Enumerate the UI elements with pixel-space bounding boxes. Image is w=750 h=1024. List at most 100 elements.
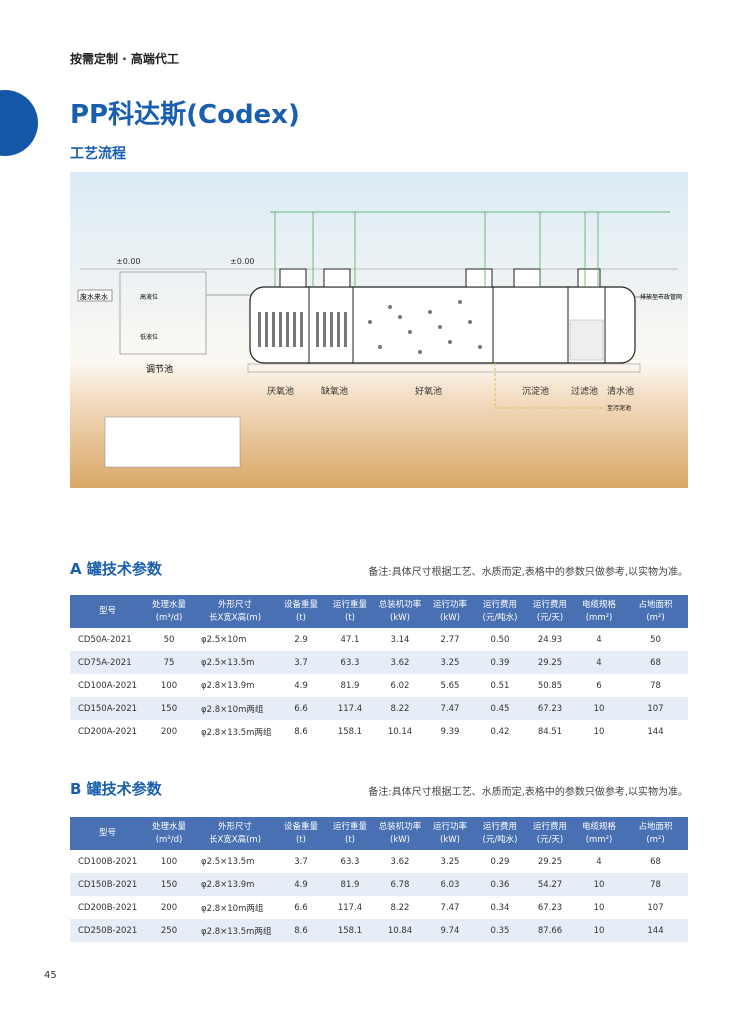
table-cell: 29.25: [525, 651, 575, 674]
table-cell: 0.45: [475, 697, 525, 720]
table-cell: 84.51: [537, 726, 563, 737]
column-header: 运行费用 (元/吨水): [475, 595, 525, 628]
decorative-circle: [0, 90, 38, 156]
table-cell: CD150B-2021: [70, 873, 145, 896]
table-cell: 78: [650, 680, 661, 691]
table-cell: 0.35: [475, 919, 525, 942]
table-cell: 158.1: [337, 726, 363, 737]
anoxic-label: 缺氧池: [321, 385, 348, 397]
table-cell: φ2.8×13.5m两组: [201, 727, 272, 738]
table-cell: 4: [596, 856, 602, 867]
table-cell: 4: [575, 651, 623, 674]
column-header: 设备重量 (t): [277, 595, 325, 628]
table-row: CD75A-2021 75 φ2.5×13.5m 3.7 63.3 3.62 3.25 0.3…: [70, 651, 688, 674]
table-cell: 3.14: [390, 634, 410, 645]
table-cell: 87.66: [525, 919, 575, 942]
table-cell: 107: [623, 697, 688, 720]
table-cell: 67.23: [537, 902, 563, 913]
table-b: 型号 处理水量 (m³/d) 外形尺寸 长X宽X高(m) 设备重量 (t) 运行重量 (t) 总装…: [70, 817, 688, 942]
table-header: 型号 处理水量 (m³/d) 外形尺寸 长X宽X高(m) 设备重量 (t) 运行重量 (t) 总装…: [70, 817, 688, 850]
table-row: CD200B-2021 200 φ2.8×10m两组 6.6 117.4 8.22 7.47…: [70, 896, 688, 919]
column-header: 运行重量 (t): [325, 595, 375, 628]
table-row: CD200A-2021 200 φ2.8×13.5m两组 8.6 158.1 10.14 9…: [70, 720, 688, 743]
table-cell: 67.23: [525, 697, 575, 720]
table-header: 型号 处理水量 (m³/d) 外形尺寸 长X宽X高(m) 设备重量 (t) 运行重量 (t) 总装…: [70, 595, 688, 628]
regulating-tank: [119, 271, 207, 355]
table-cell: CD200A-2021: [78, 726, 138, 737]
table-cell: 3.62: [375, 651, 425, 674]
table-cell: 63.3: [340, 856, 360, 867]
column-header: 处理水量 (m³/d): [145, 595, 193, 628]
table-cell: 4: [596, 634, 602, 645]
column-header: 电缆规格 (mm²): [575, 817, 623, 850]
table-cell: 100: [160, 856, 178, 867]
table-cell: CD75A-2021: [70, 651, 145, 674]
table-cell: 0.29: [490, 856, 510, 867]
column-header: 占地面积 (m²): [623, 595, 688, 628]
table-cell: 50: [163, 634, 175, 645]
table-row: CD150A-2021 150 φ2.8×10m两组 6.6 117.4 8.22 7.47…: [70, 697, 688, 720]
column-header: 运行费用 (元/天): [525, 595, 575, 628]
high-level-label: 高液位: [140, 293, 158, 301]
table-cell: 0.51: [490, 680, 510, 691]
table-cell: 10.14: [387, 726, 413, 737]
table-cell: 29.25: [537, 856, 563, 867]
table-cell: φ2.8×10m两组: [201, 903, 264, 914]
table-cell: 0.50: [490, 634, 510, 645]
level-mark-1: ±0.00: [116, 257, 141, 266]
table-cell: 0.42: [490, 726, 510, 737]
table-cell: 6.6: [294, 902, 308, 913]
table-cell: 8.6: [277, 919, 325, 942]
discharge-label: 排放至市政管网: [640, 293, 682, 301]
column-header: 型号: [70, 817, 145, 850]
table-cell: 50.85: [537, 680, 563, 691]
table-cell: CD100A-2021: [78, 680, 138, 691]
table-cell: 6.78: [375, 873, 425, 896]
anaerobic-label: 厌氧池: [267, 385, 294, 397]
column-header: 总装机功率 (kW): [375, 595, 425, 628]
table-cell: 10: [593, 726, 605, 737]
column-header: 电缆规格 (mm²): [575, 595, 623, 628]
table-cell: 10: [575, 919, 623, 942]
table-cell: φ2.8×13.9m: [201, 680, 255, 691]
table-cell: 158.1: [325, 919, 375, 942]
table-cell: 150: [145, 697, 193, 720]
table-cell: 150: [145, 873, 193, 896]
table-cell: 63.3: [325, 651, 375, 674]
table-cell: 7.47: [425, 697, 475, 720]
table-b-note: 备注:具体尺寸根据工艺、水质而定,表格中的参数只做参考,以实物为准。: [368, 787, 688, 798]
table-cell: 200: [160, 902, 178, 913]
table-row: CD100B-2021 100 φ2.5×13.5m 3.7 63.3 3.62 3.25 0…: [70, 850, 688, 873]
table-cell: 68: [650, 856, 661, 867]
table-cell: 2.77: [440, 634, 460, 645]
table-cell: 54.27: [525, 873, 575, 896]
table-cell: 10.84: [375, 919, 425, 942]
filter-label: 过滤池: [571, 385, 598, 397]
table-cell: 47.1: [340, 634, 360, 645]
table-a: 型号 处理水量 (m³/d) 外形尺寸 长X宽X高(m) 设备重量 (t) 运行重量 (t) 总装…: [70, 595, 688, 743]
table-cell: 8.22: [375, 697, 425, 720]
table-cell: 117.4: [325, 697, 375, 720]
table-cell: CD50A-2021: [78, 634, 132, 645]
table-cell: 0.39: [475, 651, 525, 674]
sedimentation-label: 沉淀池: [522, 385, 549, 397]
table-cell: 3.25: [425, 651, 475, 674]
column-header: 型号: [70, 595, 145, 628]
column-header: 外形尺寸 长X宽X高(m): [193, 595, 277, 628]
table-cell: 68: [623, 651, 688, 674]
table-cell: 9.74: [425, 919, 475, 942]
table-cell: 117.4: [337, 902, 363, 913]
table-row: CD100A-2021 100 φ2.8×13.9m 4.9 81.9 6.02 5.65 0…: [70, 674, 688, 697]
legend-table: [104, 416, 241, 468]
table-cell: CD250B-2021: [70, 919, 145, 942]
table-cell: 250: [145, 919, 193, 942]
column-header: 处理水量 (m³/d): [145, 817, 193, 850]
table-cell: 9.39: [440, 726, 460, 737]
table-cell: 0.34: [490, 902, 510, 913]
aerobic-label: 好氧池: [415, 385, 442, 397]
column-header: 运行费用 (元/天): [525, 817, 575, 850]
table-cell: 5.65: [440, 680, 460, 691]
column-header: 运行功率 (kW): [425, 817, 475, 850]
column-header: 设备重量 (t): [277, 817, 325, 850]
